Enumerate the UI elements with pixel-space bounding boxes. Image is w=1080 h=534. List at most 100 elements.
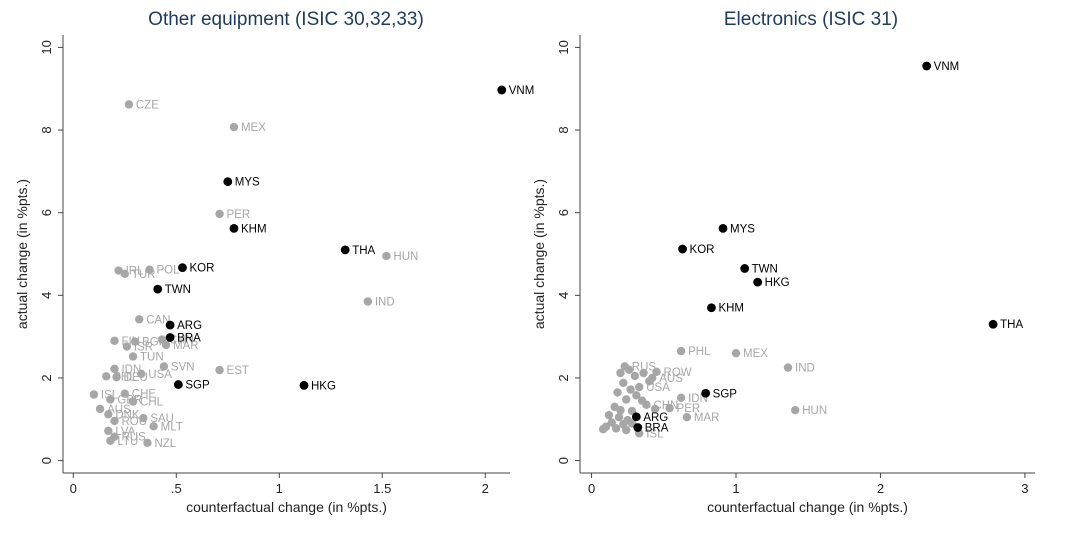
point-label-highlighted: THA [352,245,375,257]
point-label-other: POL [157,265,181,277]
point-label-other: CZE [136,99,159,111]
point-label-other: AUS [107,404,131,416]
point-label-other: MLT [161,421,183,433]
point-other [106,436,115,445]
point-label-highlighted: ARG [177,320,202,332]
point-label-highlighted: THA [1000,319,1023,331]
point-label-other: RUS [632,361,657,373]
y-tick-label: 4 [39,292,54,299]
point-label-other: USA [148,369,172,381]
point-other [130,337,140,346]
point-label-highlighted: HKG [765,277,790,289]
point-label-other: DNK [115,409,140,421]
point-label-other: ROU [121,416,147,428]
y-tick-label: 8 [556,126,571,133]
point-label-highlighted: VNM [509,85,535,97]
point-label-highlighted: HKG [311,380,336,392]
point-label-other: IDN [121,364,141,376]
point-label-highlighted: MYS [730,223,755,235]
point-label-other: MEX [241,122,266,134]
point-label-other: USA [646,382,670,394]
point-highlighted [153,284,163,294]
point-highlighted [707,303,716,313]
point-other [215,209,224,219]
x-tick-label: 1 [276,481,283,496]
point-other [611,424,621,433]
point-other [637,396,647,405]
point-other [616,368,625,378]
point-other [145,265,154,274]
point-other [652,367,661,376]
panel-electronics: Electronics (ISIC 31) 0 2 4 6 8 10 0 1 2 3 counterf… [531,9,1035,515]
point-label-other: AUS [659,373,683,385]
x-tick-label: 2 [877,481,884,496]
point-other [635,382,644,392]
point-label-highlighted: SGP [185,380,210,392]
point-highlighted [178,263,187,273]
y-tick-label: 2 [39,374,54,381]
point-label-other: PER [227,209,251,221]
point-other [731,348,741,358]
point-other [128,352,138,361]
point-label-highlighted: SGP [713,388,738,400]
point-other [157,335,167,344]
point-label-other: DEU [124,372,148,384]
point-other [122,342,132,351]
point-other [604,410,614,420]
point-label-other: ISL [646,428,664,440]
point-label-highlighted: VNM [934,61,960,73]
point-other [159,362,169,371]
point-other [114,266,123,275]
y-tick-label: 10 [556,40,571,54]
point-label-other: CAN [146,314,170,326]
point-other [619,378,628,388]
point-label-highlighted: BRA [177,332,201,344]
point-other [110,336,119,345]
point-label-other: ROW [664,367,692,379]
point-label-highlighted: MYS [235,177,260,189]
point-other [624,365,634,374]
point-label-other: PHL [688,346,711,358]
point-other [622,395,631,404]
point-highlighted [631,412,641,422]
y-tick-label: 0 [39,457,54,464]
point-other [110,364,119,374]
point-other [598,425,608,434]
y-axis-label: actual change (in %pts.) [14,179,30,329]
y-tick-label: 2 [556,374,571,381]
y-tick-label: 6 [556,209,571,216]
point-other [616,405,625,415]
point-other [139,413,148,423]
point-other [106,395,115,404]
point-other [149,422,158,431]
point-other [120,269,129,279]
point-label-other: ISR [134,342,153,354]
point-other [102,372,111,381]
point-label-other: CHL [140,397,164,409]
point-label-other: SVN [171,361,195,373]
point-other [632,391,641,400]
y-tick-label: 6 [39,209,54,216]
point-highlighted [701,388,711,398]
point-label-other: CHN [169,335,194,347]
point-other [676,346,686,356]
point-other [120,389,129,398]
point-label-other: CHN [653,400,678,412]
y-tick-label: 10 [39,40,54,54]
point-other [607,418,616,427]
point-other [645,377,654,386]
point-other [95,404,105,414]
point-label-other: TUR [132,269,156,281]
point-other [229,122,239,132]
x-tick-label: 3 [1021,481,1028,496]
point-other [143,438,152,448]
point-highlighted [165,320,175,330]
point-label-other: RUS [121,432,146,444]
point-other [110,416,119,426]
point-highlighted [173,380,183,389]
point-other [676,393,686,402]
point-label-other: EST [227,365,249,377]
point-label-other: GBR [117,394,142,406]
panel-other-equipment: Other equipment (ISIC 30,32,33) 0 2 4 6 8 10 0.… [14,9,534,515]
